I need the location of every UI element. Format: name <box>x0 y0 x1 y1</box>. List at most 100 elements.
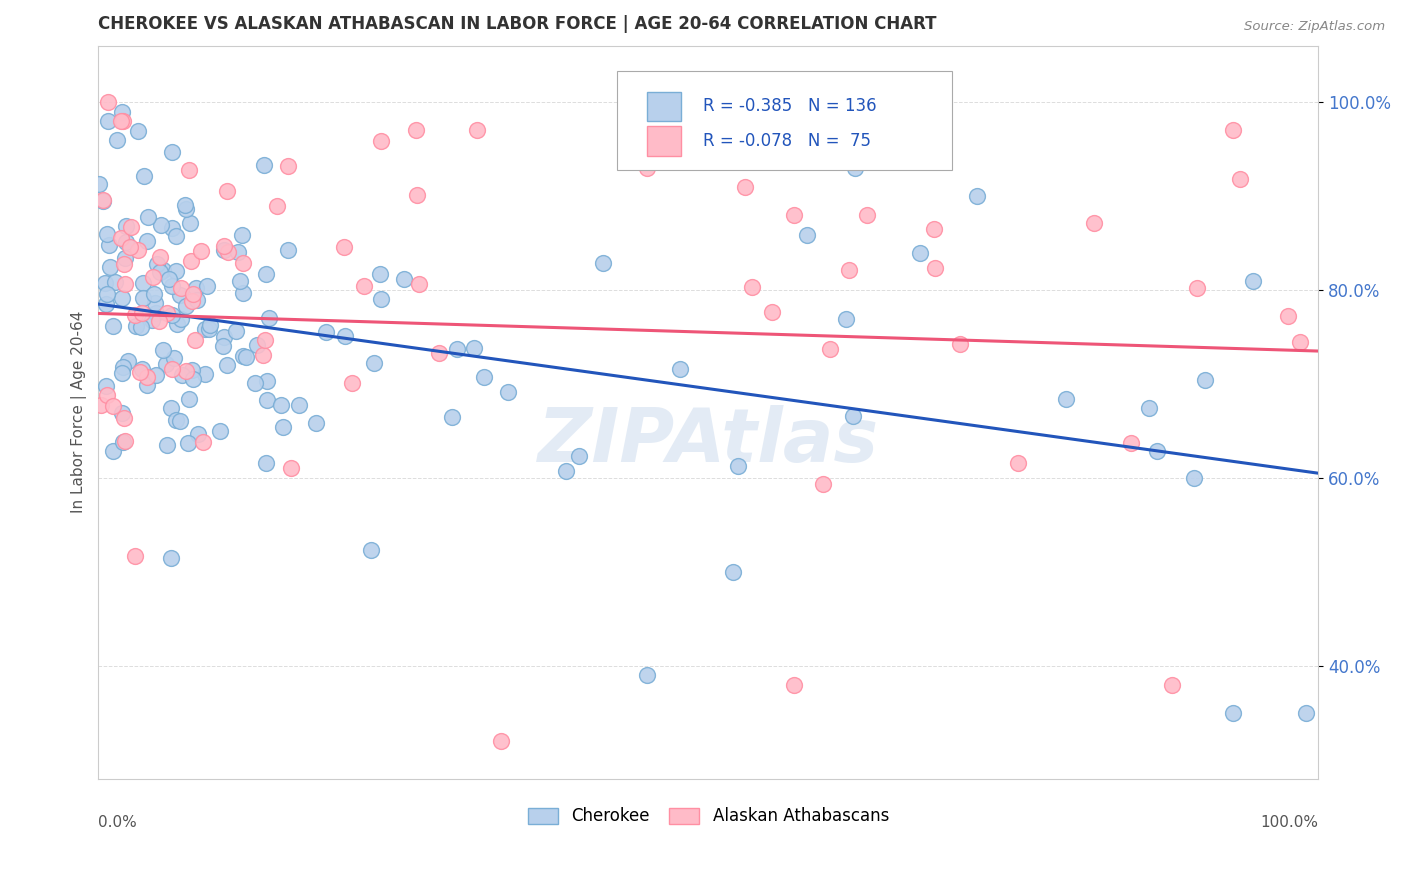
Point <box>96 388 118 402</box>
Point <box>90 398 112 412</box>
Point <box>183 287 205 301</box>
Point <box>496 384 519 399</box>
Point <box>183 372 205 386</box>
Point <box>170 280 193 294</box>
Point <box>232 256 254 270</box>
Point <box>98 237 121 252</box>
Point <box>114 277 136 291</box>
Point <box>146 257 169 271</box>
Point <box>131 306 153 320</box>
Point <box>305 417 328 431</box>
Point <box>143 296 166 310</box>
Point <box>259 311 281 326</box>
Point <box>489 734 512 748</box>
Point <box>136 234 159 248</box>
Point <box>1007 456 1029 470</box>
Point <box>405 187 427 202</box>
Point <box>150 218 173 232</box>
Point <box>1160 678 1182 692</box>
Point <box>176 435 198 450</box>
Point <box>1137 401 1160 415</box>
Point <box>156 305 179 319</box>
Point <box>288 398 311 412</box>
Point <box>152 343 174 357</box>
Point <box>181 293 204 308</box>
Point <box>1185 281 1208 295</box>
Point <box>157 272 180 286</box>
Point <box>136 210 159 224</box>
Point <box>149 265 172 279</box>
Point <box>232 286 254 301</box>
Point <box>1222 706 1244 720</box>
Point <box>112 411 135 425</box>
Point <box>280 460 302 475</box>
Point <box>253 158 276 172</box>
Point <box>156 438 179 452</box>
Point <box>169 312 191 326</box>
Point <box>195 279 218 293</box>
Point <box>405 123 427 137</box>
Point <box>472 369 495 384</box>
Point <box>949 337 972 351</box>
Point <box>149 250 172 264</box>
Point <box>212 238 235 252</box>
Point <box>162 220 184 235</box>
Point <box>117 353 139 368</box>
Point <box>98 260 121 274</box>
Text: R = -0.385   N = 136: R = -0.385 N = 136 <box>703 97 877 115</box>
Point <box>370 134 392 148</box>
Point <box>360 543 382 558</box>
Point <box>110 231 132 245</box>
Point <box>333 240 356 254</box>
Point <box>115 235 138 249</box>
Point <box>1054 392 1077 406</box>
Point <box>127 243 149 257</box>
Point <box>160 145 183 160</box>
Point <box>114 219 136 233</box>
Point <box>94 297 117 311</box>
Point <box>1277 309 1299 323</box>
Point <box>231 228 253 243</box>
Text: 0.0%: 0.0% <box>98 815 138 830</box>
Point <box>217 185 239 199</box>
Point <box>160 551 183 566</box>
Point <box>353 279 375 293</box>
Point <box>143 287 166 301</box>
Text: CHEROKEE VS ALASKAN ATHABASCAN IN LABOR FORCE | AGE 20-64 CORRELATION CHART: CHEROKEE VS ALASKAN ATHABASCAN IN LABOR … <box>98 15 936 33</box>
Point <box>101 319 124 334</box>
Point <box>187 426 209 441</box>
Point <box>856 208 879 222</box>
Point <box>132 276 155 290</box>
FancyBboxPatch shape <box>647 92 682 121</box>
Point <box>141 313 163 327</box>
Point <box>256 392 278 407</box>
Point <box>166 317 188 331</box>
Text: ZIPAtlas: ZIPAtlas <box>537 405 879 478</box>
Point <box>818 342 841 356</box>
Point <box>245 376 267 391</box>
Point <box>270 398 292 412</box>
Point <box>132 291 155 305</box>
Point <box>392 272 415 286</box>
Point <box>408 277 430 292</box>
Point <box>741 280 763 294</box>
Point <box>186 293 208 307</box>
Point <box>174 364 197 378</box>
Y-axis label: In Labor Force | Age 20-64: In Labor Force | Age 20-64 <box>72 311 87 513</box>
Point <box>97 95 120 109</box>
Point <box>170 368 193 382</box>
Point <box>446 342 468 356</box>
Point <box>131 361 153 376</box>
Point <box>145 306 167 320</box>
Point <box>465 123 488 137</box>
Point <box>165 413 187 427</box>
Point <box>121 220 143 235</box>
Point <box>129 319 152 334</box>
Point <box>1229 172 1251 186</box>
Point <box>169 413 191 427</box>
Point <box>180 363 202 377</box>
Point <box>225 324 247 338</box>
Point <box>315 325 337 339</box>
Point <box>246 338 269 352</box>
Point <box>162 362 184 376</box>
